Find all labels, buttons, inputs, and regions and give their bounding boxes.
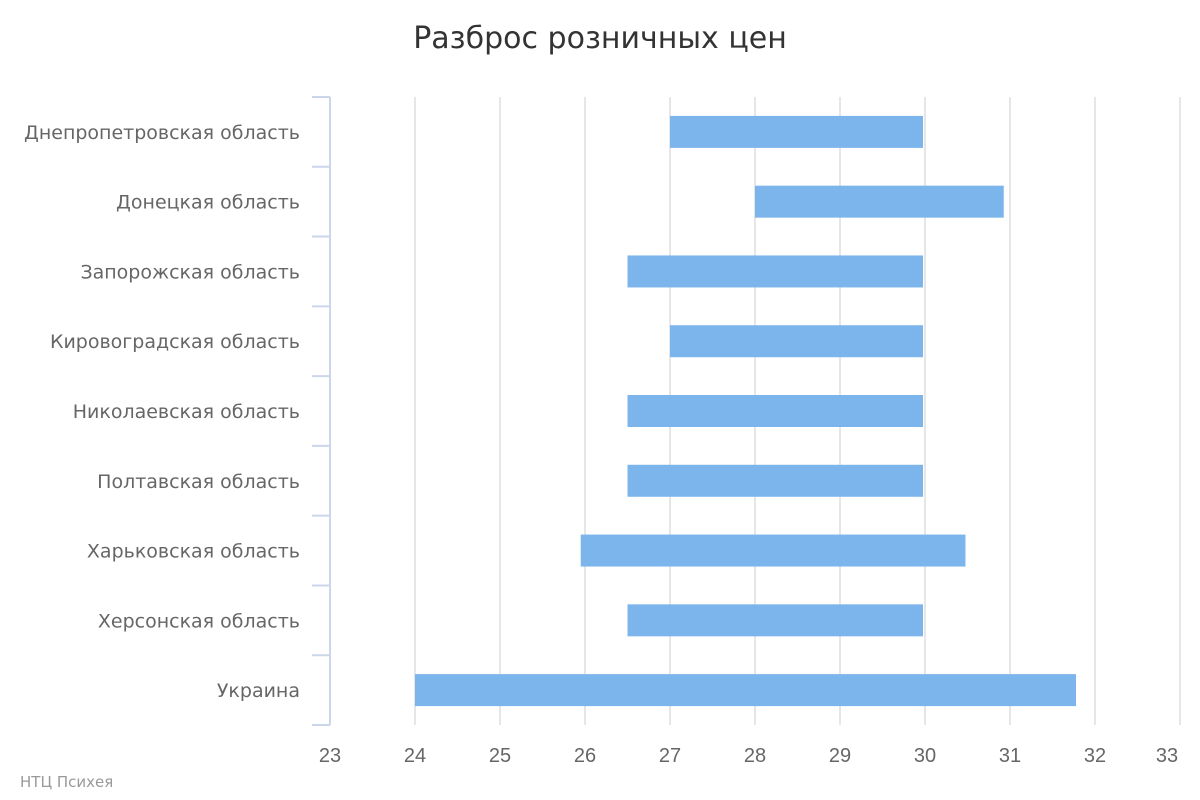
category-label: Херсонская область bbox=[98, 610, 300, 632]
x-tick-label: 32 bbox=[1084, 745, 1106, 767]
range-bar[interactable] bbox=[627, 464, 924, 497]
category-label: Запорожская область bbox=[80, 261, 300, 283]
category-label: Кировоградская область bbox=[50, 331, 300, 353]
range-bar[interactable] bbox=[755, 185, 1004, 218]
category-label: Днепропетровская область bbox=[24, 122, 300, 144]
range-bar[interactable] bbox=[627, 604, 924, 637]
range-bar[interactable] bbox=[627, 255, 924, 288]
category-label: Полтавская область bbox=[97, 471, 300, 493]
range-bar[interactable] bbox=[670, 115, 923, 148]
x-tick-label: 28 bbox=[744, 745, 766, 767]
x-tick-label: 30 bbox=[914, 745, 936, 767]
x-tick-label: 24 bbox=[404, 745, 426, 767]
category-label: Донецкая область bbox=[116, 192, 300, 214]
category-label: Украина bbox=[217, 680, 300, 702]
x-tick-label: 27 bbox=[659, 745, 681, 767]
x-tick-label: 33 bbox=[1156, 745, 1178, 767]
x-tick-label: 23 bbox=[319, 745, 341, 767]
x-tick-label: 26 bbox=[574, 745, 596, 767]
x-tick-label: 31 bbox=[999, 745, 1021, 767]
chart-title: Разброс розничных цен bbox=[413, 21, 787, 56]
credit-label[interactable]: НТЦ Психея bbox=[20, 773, 114, 791]
x-tick-label: 29 bbox=[829, 745, 851, 767]
range-bar[interactable] bbox=[580, 534, 966, 567]
range-bar[interactable] bbox=[670, 325, 923, 358]
x-tick-label: 25 bbox=[489, 745, 511, 767]
range-bar[interactable] bbox=[627, 395, 924, 427]
category-label: Николаевская область bbox=[73, 401, 300, 423]
range-bar[interactable] bbox=[415, 674, 1076, 707]
category-label: Харьковская область bbox=[87, 541, 300, 563]
